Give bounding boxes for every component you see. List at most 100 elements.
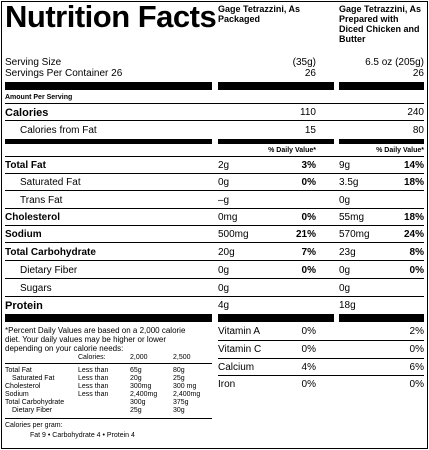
vitamin-label: Vitamin A — [218, 326, 261, 337]
nutrient-label: Total Fat — [5, 160, 46, 171]
footnote-header-2500: 2,500 — [173, 354, 191, 361]
calories-from-fat-prepared: 80 — [412, 125, 424, 136]
vitamin-dv-packaged: 0% — [301, 326, 316, 337]
nutrient-amount-prepared: 9g — [339, 160, 351, 171]
nutrient-dv-packaged: 0% — [301, 265, 316, 276]
footnote-line: depending on your calorie needs: — [5, 344, 124, 353]
calories-prepared: 240 — [407, 107, 424, 118]
nutrient-dv-prepared: 18% — [403, 177, 424, 188]
nutrient-label: Dietary Fiber — [20, 265, 78, 276]
footnote-row-2000: 20g — [130, 375, 142, 382]
divider — [5, 103, 424, 104]
divider — [5, 190, 424, 191]
nutrient-amount-packaged: 0g — [218, 265, 230, 276]
vitamin-dv-packaged: 0% — [301, 379, 316, 390]
daily-value-header-prepared: % Daily Value* — [376, 147, 424, 154]
footnote-row-2500: 300 mg — [173, 383, 197, 390]
nutrient-amount-prepared: 570mg — [339, 229, 370, 240]
nutrient-label: Cholesterol — [5, 212, 61, 223]
divider — [5, 278, 424, 279]
medium-divider — [218, 139, 334, 144]
footnote-row-2000: 300mg — [130, 383, 152, 390]
footnote-header-calories: Calories: — [78, 354, 106, 361]
divider — [218, 340, 424, 341]
nutrient-amount-packaged: 2g — [218, 160, 230, 171]
nutrient-label: Saturated Fat — [20, 177, 81, 188]
divider — [5, 242, 424, 243]
serving-size-prepared: 6.5 oz (205g) — [365, 57, 424, 68]
vitamin-dv-prepared: 2% — [409, 326, 424, 337]
column-header-packaged: Gage Tetrazzini, As Packaged — [218, 4, 301, 24]
nutrient-amount-prepared: 0g — [339, 195, 351, 206]
nutrient-label: Total Carbohydrate — [5, 247, 96, 258]
nutrient-label: Sugars — [20, 283, 52, 294]
nutrient-dv-packaged: 21% — [295, 229, 316, 240]
column-header-prepared-line2: Prepared with — [339, 14, 399, 24]
nutrient-amount-packaged: 0mg — [218, 212, 238, 223]
thick-divider — [339, 82, 424, 90]
nutrient-label: Sodium — [5, 229, 42, 240]
serving-size-packaged: (35g) — [292, 57, 316, 68]
footnote-row-label: Dietary Fiber — [12, 407, 53, 414]
calories-from-fat-packaged: 15 — [304, 125, 316, 136]
footnote-row-2500: 80g — [173, 367, 185, 374]
divider — [5, 208, 424, 209]
footnote-row-qualifier: Less than — [78, 375, 109, 382]
footnote-row-2500: 375g — [173, 399, 189, 406]
footnote-row-2500: 25g — [173, 375, 185, 382]
divider — [5, 173, 424, 174]
vitamin-dv-prepared: 0% — [409, 344, 424, 355]
servings-per-container-packaged: 26 — [304, 68, 316, 79]
footnote-row-qualifier: Less than — [78, 391, 109, 398]
footnote-row-2000: 25g — [130, 407, 142, 414]
divider — [5, 296, 424, 297]
divider — [5, 120, 424, 121]
calories-from-fat-label: Calories from Fat — [20, 125, 97, 136]
thick-divider — [339, 314, 424, 322]
nutrient-amount-packaged: 0g — [218, 177, 230, 188]
vitamin-label: Iron — [218, 379, 236, 390]
divider — [5, 260, 424, 261]
calories-label: Calories — [5, 107, 49, 119]
footnote-row-label: Total Carbohydrate — [5, 399, 65, 406]
thick-divider — [5, 82, 212, 90]
calories-per-gram-values: Fat 9 • Carbohydrate 4 • Protein 4 — [30, 432, 135, 439]
nutrient-amount-packaged: 500mg — [218, 229, 249, 240]
footnote-row-qualifier: Less than — [78, 383, 109, 390]
footnote-row-label: Saturated Fat — [12, 375, 55, 382]
nutrient-amount-prepared: 0g — [339, 283, 351, 294]
nutrient-dv-packaged: 0% — [301, 177, 316, 188]
calories-packaged: 110 — [300, 107, 316, 118]
nutrient-amount-prepared: 55mg — [339, 212, 365, 223]
footnote-line: diet. Your daily values may be higher or… — [5, 335, 166, 344]
nutrient-dv-prepared: 14% — [403, 160, 424, 171]
serving-size-label: Serving Size — [5, 57, 62, 68]
nutrient-amount-prepared: 0g — [339, 265, 351, 276]
nutrient-amount-prepared: 23g — [339, 247, 356, 258]
divider — [218, 358, 424, 359]
footnote-row-label: Total Fat — [5, 367, 32, 374]
nutrient-amount-prepared: 3.5g — [339, 177, 359, 188]
nutrient-dv-packaged: 0% — [301, 212, 316, 223]
thick-divider — [5, 314, 212, 322]
divider — [218, 375, 424, 376]
nutrient-amount-prepared: 18g — [339, 300, 356, 311]
thick-divider — [218, 82, 334, 90]
nutrient-amount-packaged: 0g — [218, 283, 230, 294]
servings-per-container-prepared: 26 — [412, 68, 424, 79]
column-header-prepared-line3: Diced Chicken and — [339, 24, 420, 34]
calories-per-gram-label: Calories per gram: — [5, 422, 63, 429]
nutrient-label: Trans Fat — [20, 195, 63, 206]
medium-divider — [339, 139, 424, 144]
vitamin-label: Vitamin C — [218, 344, 262, 355]
thick-divider — [218, 314, 334, 322]
label-title: Nutrition Facts — [5, 0, 217, 34]
column-header-prepared-line4: Butter — [339, 34, 366, 44]
servings-per-container-label: Servings Per Container 26 — [5, 68, 123, 79]
nutrient-dv-prepared: 0% — [409, 265, 424, 276]
footnote-row-2000: 300g — [130, 399, 146, 406]
nutrient-label: Protein — [5, 300, 43, 312]
amount-per-serving: Amount Per Serving — [5, 94, 73, 101]
